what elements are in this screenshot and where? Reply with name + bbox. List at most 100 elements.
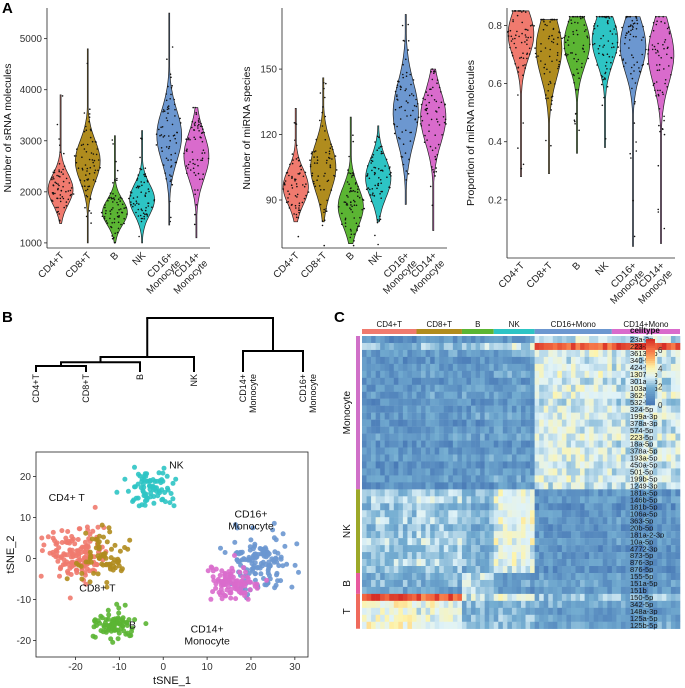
heatmap-cell	[480, 566, 485, 574]
heatmap-cell	[366, 468, 372, 476]
data-point	[316, 159, 319, 161]
heatmap-cell	[493, 566, 499, 574]
heatmap-cell	[380, 475, 386, 483]
heatmap-cell	[625, 545, 631, 553]
heatmap-cell	[584, 447, 590, 455]
tsne-point-B	[116, 610, 122, 616]
heatmap-cell	[625, 600, 631, 609]
x-tick-label: 20	[245, 662, 257, 673]
heatmap-cell	[393, 475, 399, 483]
heatmap-cell	[639, 503, 644, 511]
heatmap-cell	[639, 510, 644, 518]
heatmap-cell	[570, 475, 576, 483]
data-point	[403, 40, 406, 42]
data-point	[297, 156, 300, 159]
data-point	[546, 24, 548, 27]
data-point	[540, 43, 542, 45]
data-point	[424, 134, 426, 137]
heatmap-cell	[620, 538, 626, 546]
heatmap-cell	[480, 559, 485, 567]
heatmap-cell	[443, 552, 449, 560]
heatmap-cell	[475, 454, 481, 462]
heatmap-cell	[448, 545, 454, 553]
heatmap-cell	[580, 489, 585, 497]
data-point	[385, 158, 388, 161]
tsne-point-CD4+T	[63, 535, 69, 541]
heatmap-cell	[657, 489, 663, 497]
data-point	[634, 15, 637, 18]
heatmap-cell	[607, 412, 613, 420]
heatmap-cell	[511, 391, 517, 399]
heatmap-cell	[439, 559, 445, 567]
heatmap-cell	[661, 572, 667, 581]
heatmap-cell	[375, 363, 381, 372]
heatmap-cell	[570, 496, 576, 504]
tsne-point-CD16+Monocyte	[237, 558, 243, 564]
heatmap-cell	[366, 579, 372, 588]
heatmap-cell	[521, 607, 526, 615]
tsne-point-CD4+T	[55, 558, 61, 564]
data-point	[85, 151, 88, 153]
heatmap-cell	[443, 398, 449, 406]
heatmap-cell	[439, 461, 445, 469]
heatmap-cell	[461, 363, 467, 372]
data-point	[163, 135, 166, 137]
data-point	[511, 38, 514, 40]
y-axis-label: Number of sRNA molecules	[2, 64, 14, 193]
data-point	[83, 112, 86, 114]
heatmap-cell	[548, 370, 554, 379]
data-point	[331, 158, 333, 160]
row-label: 340-5p	[630, 356, 653, 365]
heatmap-cell	[380, 419, 386, 427]
heatmap-cell	[493, 342, 499, 351]
heatmap-cell	[502, 510, 508, 518]
data-point	[155, 133, 158, 135]
data-point	[421, 119, 424, 122]
data-point	[657, 93, 660, 96]
heatmap-cell	[466, 482, 472, 490]
heatmap-cell	[516, 572, 522, 581]
heatmap-cell	[398, 412, 404, 420]
heatmap-cell	[371, 600, 376, 609]
data-point	[540, 60, 542, 62]
data-point	[380, 150, 383, 153]
heatmap-cell	[534, 377, 540, 385]
heatmap-cell	[611, 433, 617, 441]
heatmap-cell	[430, 405, 435, 413]
heatmap-cell	[389, 607, 395, 615]
heatmap-cell	[407, 440, 413, 448]
heatmap-cell	[598, 447, 604, 455]
heatmap-cell	[539, 593, 545, 602]
heatmap-cell	[443, 545, 449, 553]
heatmap-cell	[566, 572, 572, 581]
heatmap-cell	[384, 426, 390, 434]
heatmap-cell	[443, 538, 449, 546]
tsne-point-NK	[131, 497, 137, 503]
data-point	[436, 118, 438, 120]
row-label: 424-5p	[630, 363, 653, 372]
heatmap-cell	[507, 391, 513, 399]
heatmap-cell	[557, 531, 563, 539]
heatmap-cell	[443, 566, 449, 574]
heatmap-cell	[457, 545, 463, 553]
data-point	[350, 208, 352, 211]
heatmap-cell	[461, 524, 467, 532]
tsne-point-CD4+T	[92, 504, 98, 510]
data-point	[411, 93, 413, 95]
heatmap-cell	[675, 559, 681, 567]
heatmap-cell	[371, 489, 376, 497]
data-point	[167, 105, 170, 107]
heatmap-cell	[398, 517, 404, 525]
heatmap-cell	[434, 433, 440, 441]
data-point	[63, 152, 65, 155]
heatmap-cell	[570, 607, 576, 615]
data-point	[366, 175, 368, 177]
heatmap-cell	[421, 433, 426, 441]
data-point	[374, 184, 377, 187]
heatmap-cell	[580, 538, 585, 546]
heatmap-cell	[561, 600, 567, 609]
heatmap-cell	[384, 363, 390, 372]
cluster-label-line: B	[129, 619, 136, 631]
dendro-leaf-label-line: CD16+	[298, 374, 308, 402]
heatmap-cell	[616, 517, 622, 525]
